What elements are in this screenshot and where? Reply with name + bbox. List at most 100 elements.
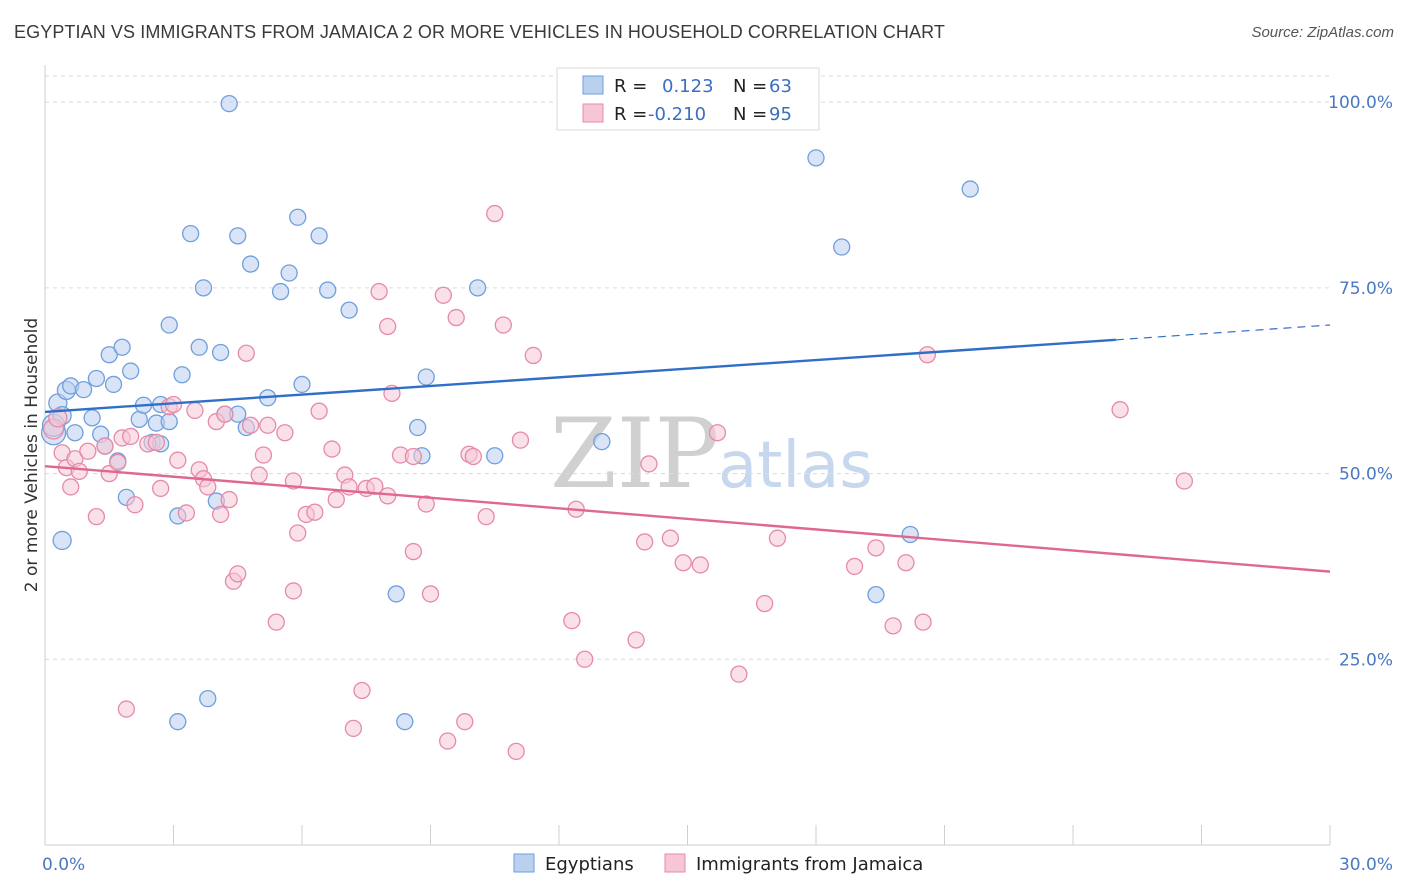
jamaica-point bbox=[636, 533, 654, 551]
jamaica-point bbox=[122, 427, 140, 446]
egyptians-point bbox=[486, 447, 504, 465]
jamaica-point bbox=[576, 650, 594, 668]
x-tick-label: 30.0% bbox=[1339, 855, 1393, 875]
jamaica-point bbox=[126, 496, 144, 514]
jamaica-point bbox=[220, 490, 238, 509]
egyptians-point bbox=[396, 713, 414, 731]
jamaica-point bbox=[370, 282, 388, 301]
jamaica-point bbox=[276, 424, 294, 442]
bottom-legend: Egyptians Immigrants from Jamaica bbox=[513, 853, 923, 875]
legend-n-value: 95 bbox=[769, 104, 792, 125]
egyptians-point bbox=[190, 338, 208, 356]
jamaica-point bbox=[524, 346, 542, 365]
legend-r-value: 0.123 bbox=[662, 76, 714, 97]
egyptians-point bbox=[833, 238, 851, 256]
egyptians-point bbox=[52, 530, 72, 551]
jamaica-point bbox=[421, 585, 440, 603]
jamaica-point bbox=[323, 440, 341, 458]
egyptians-point bbox=[387, 585, 405, 603]
egyptians-point bbox=[66, 424, 84, 442]
jamaica-point bbox=[434, 286, 453, 304]
jamaica-point bbox=[250, 466, 268, 484]
jamaica-point bbox=[109, 453, 127, 472]
jamaica-point bbox=[845, 557, 864, 576]
chart-title: EGYPTIAN VS IMMIGRANTS FROM JAMAICA 2 OR… bbox=[14, 22, 945, 42]
trend-lines bbox=[44, 324, 1331, 573]
egyptians-point bbox=[293, 375, 311, 394]
jamaica-point bbox=[284, 472, 303, 490]
egyptians-point bbox=[169, 713, 187, 731]
jamaica-point bbox=[379, 317, 397, 336]
jamaica-point bbox=[211, 505, 230, 524]
jamaica-point bbox=[661, 529, 680, 547]
egyptians-point bbox=[901, 525, 919, 544]
egyptians-point bbox=[867, 586, 885, 604]
jamaica-point bbox=[768, 529, 787, 547]
jamaica-point bbox=[62, 478, 80, 496]
jamaica-point bbox=[511, 431, 530, 449]
jamaica-point bbox=[96, 437, 114, 455]
legend-r-value: -0.210 bbox=[648, 104, 706, 125]
jamaica-point bbox=[755, 594, 774, 613]
jamaica-point bbox=[640, 455, 658, 473]
egyptians-point bbox=[220, 94, 238, 113]
jamaica-point bbox=[477, 508, 495, 526]
egyptians-point bbox=[173, 366, 191, 384]
data-points bbox=[40, 94, 1194, 761]
axes bbox=[44, 65, 1331, 846]
legend-n-label: N = bbox=[733, 104, 767, 125]
egyptians-point bbox=[194, 279, 213, 297]
jamaica-point bbox=[310, 402, 328, 420]
jamaica-point bbox=[151, 479, 170, 498]
y-tick-label: 50.0% bbox=[1339, 465, 1393, 485]
egyptians-point bbox=[160, 412, 178, 431]
x-tick-label: 0.0% bbox=[42, 855, 85, 875]
jamaica-point bbox=[259, 416, 277, 434]
legend-n-value: 63 bbox=[769, 76, 792, 97]
jamaica-point bbox=[918, 346, 937, 364]
egyptians-point bbox=[271, 282, 290, 301]
egyptians-point bbox=[181, 224, 200, 243]
jamaica-point bbox=[867, 539, 885, 557]
egyptians-point bbox=[229, 227, 247, 245]
legend-swatch-jamaica bbox=[582, 103, 604, 123]
jamaica-point bbox=[169, 451, 187, 469]
egyptians-point bbox=[340, 301, 358, 319]
jamaica-point bbox=[147, 433, 166, 452]
jamaica-point bbox=[254, 446, 273, 464]
legend-r-label: R = bbox=[614, 104, 647, 125]
egyptians-point bbox=[241, 255, 260, 273]
jamaica-point bbox=[914, 613, 932, 631]
jamaica-point bbox=[284, 582, 303, 600]
jamaica-point bbox=[237, 344, 255, 362]
jamaica-point bbox=[216, 405, 234, 423]
chart-source: Source: ZipAtlas.com bbox=[1251, 24, 1394, 41]
jamaica-point bbox=[404, 447, 423, 466]
jamaica-point bbox=[456, 713, 474, 731]
jamaica-point bbox=[267, 613, 285, 631]
jamaica-point bbox=[186, 401, 204, 420]
jamaica-point bbox=[464, 447, 482, 466]
y-tick-label: 25.0% bbox=[1339, 650, 1393, 670]
jamaica-point bbox=[486, 204, 504, 223]
jamaica-point bbox=[289, 524, 307, 542]
egyptians-trend-extension bbox=[1115, 324, 1331, 341]
egyptians-point bbox=[408, 418, 427, 437]
legend-swatch-egyptians bbox=[582, 75, 604, 95]
egyptians-point bbox=[104, 375, 123, 394]
jamaica-point bbox=[87, 508, 106, 526]
jamaica-point bbox=[353, 681, 371, 700]
egyptians-point bbox=[807, 149, 825, 167]
egyptians-point bbox=[83, 409, 101, 427]
jamaica-point bbox=[327, 490, 345, 509]
egyptians-point bbox=[417, 368, 435, 386]
jamaica-point bbox=[897, 554, 915, 572]
y-tick-label: 100.0% bbox=[1328, 93, 1393, 113]
jamaica-point bbox=[70, 462, 88, 480]
egyptians-point bbox=[199, 690, 217, 708]
egyptians-point bbox=[87, 369, 106, 388]
legend: R = 0.123 N = 63 R = -0.210 N = 95 bbox=[556, 67, 820, 131]
jamaica-point bbox=[48, 408, 68, 428]
egyptians-point bbox=[122, 362, 140, 380]
watermark-zip: ZIP bbox=[550, 398, 719, 510]
